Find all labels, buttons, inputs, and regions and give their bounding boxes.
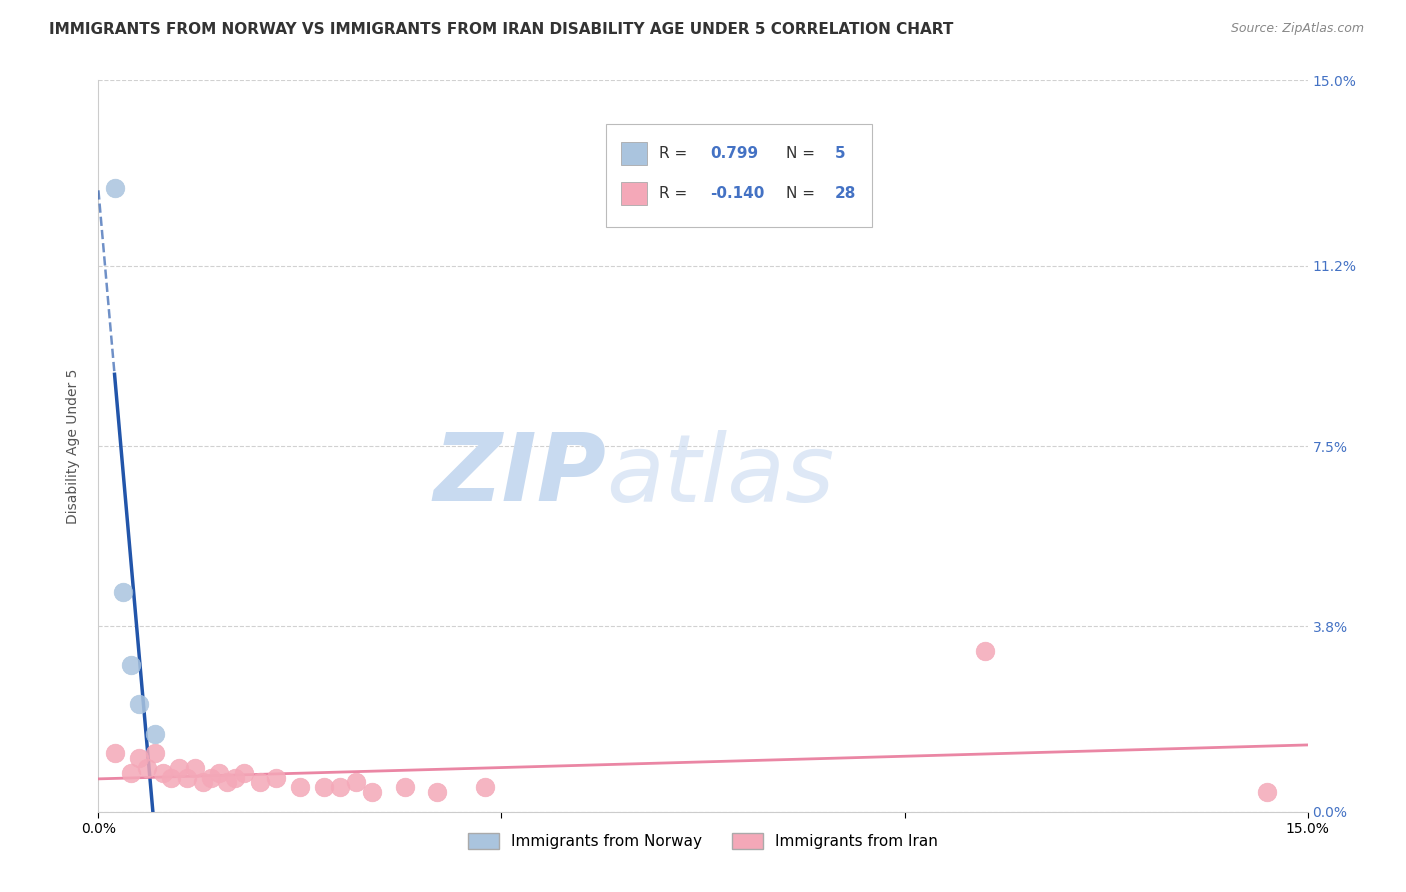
Text: 28: 28 <box>835 186 856 202</box>
Point <box>103 180 125 194</box>
Point <box>143 746 166 760</box>
Text: N =: N = <box>786 186 820 202</box>
Bar <box>621 182 647 205</box>
FancyBboxPatch shape <box>606 124 872 227</box>
Point <box>329 780 352 795</box>
Point <box>361 785 384 799</box>
Point <box>143 727 166 741</box>
Point <box>160 771 183 785</box>
Point <box>193 775 215 789</box>
Text: 5: 5 <box>835 146 845 161</box>
Point <box>249 775 271 789</box>
Bar <box>621 142 647 165</box>
Text: Source: ZipAtlas.com: Source: ZipAtlas.com <box>1230 22 1364 36</box>
Text: R =: R = <box>659 186 693 202</box>
Point <box>208 765 231 780</box>
Point <box>394 780 416 795</box>
Point <box>224 771 246 785</box>
Point <box>217 775 239 789</box>
Point <box>111 585 134 599</box>
Point <box>128 698 150 712</box>
Point <box>120 765 142 780</box>
Point <box>135 761 157 775</box>
Text: -0.140: -0.140 <box>710 186 765 202</box>
Point <box>128 751 150 765</box>
Point <box>288 780 311 795</box>
Point <box>232 765 254 780</box>
Point <box>314 780 336 795</box>
Point <box>1256 785 1278 799</box>
Point <box>120 658 142 673</box>
Point <box>167 761 190 775</box>
Point <box>974 644 997 658</box>
Legend: Immigrants from Norway, Immigrants from Iran: Immigrants from Norway, Immigrants from … <box>463 827 943 855</box>
Point <box>264 771 287 785</box>
Text: IMMIGRANTS FROM NORWAY VS IMMIGRANTS FROM IRAN DISABILITY AGE UNDER 5 CORRELATIO: IMMIGRANTS FROM NORWAY VS IMMIGRANTS FRO… <box>49 22 953 37</box>
Point <box>426 785 449 799</box>
Text: N =: N = <box>786 146 820 161</box>
Text: atlas: atlas <box>606 430 835 521</box>
Point <box>152 765 174 780</box>
Point <box>474 780 496 795</box>
Text: ZIP: ZIP <box>433 429 606 521</box>
Text: R =: R = <box>659 146 693 161</box>
Point <box>200 771 222 785</box>
Text: 0.799: 0.799 <box>710 146 758 161</box>
Point <box>184 761 207 775</box>
Y-axis label: Disability Age Under 5: Disability Age Under 5 <box>66 368 80 524</box>
Point <box>103 746 125 760</box>
Point <box>344 775 367 789</box>
Point <box>176 771 198 785</box>
